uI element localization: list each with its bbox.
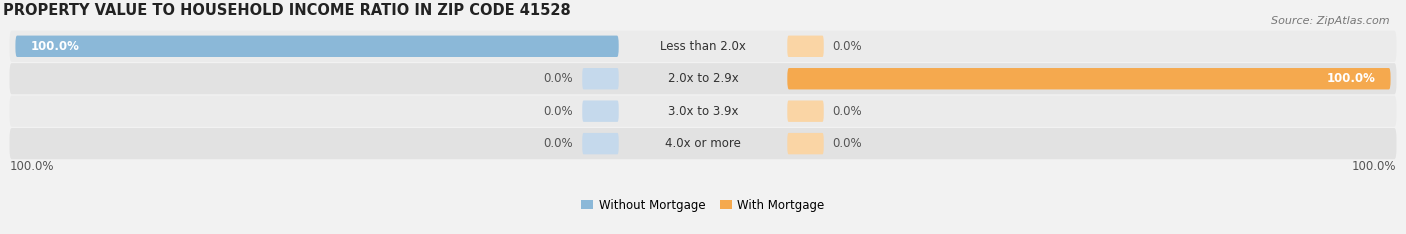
FancyBboxPatch shape [787, 36, 824, 57]
FancyBboxPatch shape [582, 133, 619, 154]
Text: 0.0%: 0.0% [832, 105, 862, 118]
FancyBboxPatch shape [10, 63, 1396, 94]
Text: 4.0x or more: 4.0x or more [665, 137, 741, 150]
Text: 2.0x to 2.9x: 2.0x to 2.9x [668, 72, 738, 85]
Text: Less than 2.0x: Less than 2.0x [659, 40, 747, 53]
FancyBboxPatch shape [15, 36, 619, 57]
FancyBboxPatch shape [582, 100, 619, 122]
FancyBboxPatch shape [582, 68, 619, 89]
FancyBboxPatch shape [10, 128, 1396, 159]
Text: 100.0%: 100.0% [1326, 72, 1375, 85]
Text: 0.0%: 0.0% [832, 40, 862, 53]
Text: 100.0%: 100.0% [1353, 161, 1396, 173]
Text: 100.0%: 100.0% [31, 40, 80, 53]
Text: 100.0%: 100.0% [10, 161, 53, 173]
Text: PROPERTY VALUE TO HOUSEHOLD INCOME RATIO IN ZIP CODE 41528: PROPERTY VALUE TO HOUSEHOLD INCOME RATIO… [3, 4, 571, 18]
Text: Source: ZipAtlas.com: Source: ZipAtlas.com [1271, 16, 1389, 26]
Text: 0.0%: 0.0% [544, 72, 574, 85]
FancyBboxPatch shape [10, 31, 1396, 62]
Text: 0.0%: 0.0% [832, 137, 862, 150]
FancyBboxPatch shape [10, 96, 1396, 127]
Text: 0.0%: 0.0% [544, 105, 574, 118]
FancyBboxPatch shape [787, 68, 1391, 89]
Legend: Without Mortgage, With Mortgage: Without Mortgage, With Mortgage [576, 194, 830, 216]
Text: 0.0%: 0.0% [544, 137, 574, 150]
Text: 3.0x to 3.9x: 3.0x to 3.9x [668, 105, 738, 118]
FancyBboxPatch shape [787, 133, 824, 154]
FancyBboxPatch shape [787, 100, 824, 122]
